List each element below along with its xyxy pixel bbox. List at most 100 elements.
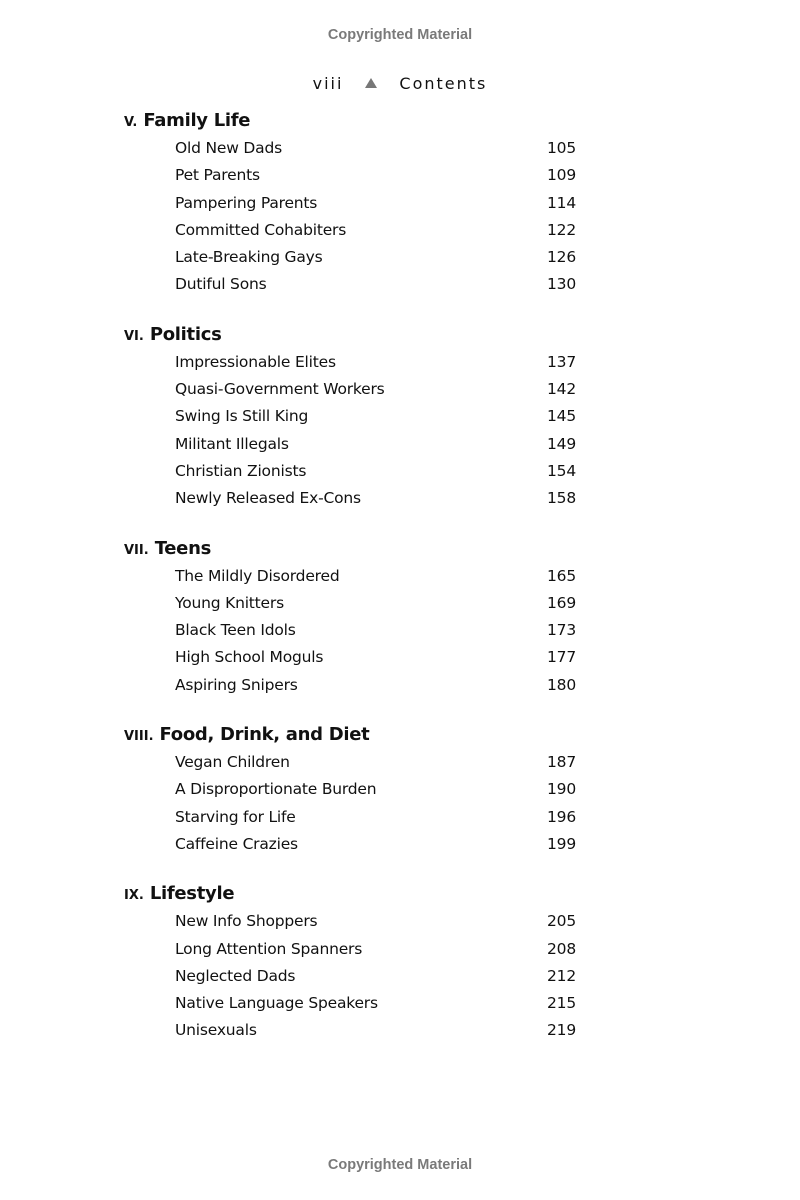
entry-page-number: 109 [547, 166, 576, 185]
running-head: viii Contents [0, 74, 800, 93]
toc-entry: Starving for Life 196 [124, 804, 576, 831]
section-heading: VI. Politics [124, 321, 576, 349]
page-number: viii [312, 74, 344, 93]
entry-page-number: 180 [547, 675, 576, 694]
entry-title: Old New Dads [175, 139, 282, 157]
entry-title: Starving for Life [175, 807, 296, 826]
toc-entry: The Mildly Disordered 165 [124, 563, 576, 590]
toc-entry: Caffeine Crazies 199 [124, 831, 576, 858]
entry-page-number: 165 [547, 566, 576, 585]
toc-entry: Pet Parents 109 [124, 162, 576, 189]
toc-entry: Unisexuals 219 [124, 1017, 576, 1044]
entry-title: New Info Shoppers [175, 912, 318, 931]
entry-title: Caffeine Crazies [175, 834, 298, 853]
triangle-up-icon [365, 78, 378, 88]
entry-title: Committed Cohabiters [175, 220, 347, 239]
table-of-contents: V. Family Life Old New Dads 105 Pet Parents 1… [124, 107, 576, 1067]
toc-entry: Newly Released Ex-Cons 158 [124, 485, 576, 512]
entry-page-number: 149 [547, 434, 576, 453]
toc-entry: Committed Cohabiters 122 [124, 217, 576, 244]
running-head-title: Contents [399, 74, 488, 93]
entry-title: High School Moguls [175, 648, 324, 667]
toc-section: IX. Lifestyle New Info Shoppers 205 Long Att… [124, 880, 576, 1044]
entry-title: Christian Zionists [175, 461, 307, 480]
toc-section: VIII. Food, Drink, and Diet Vegan Children… [124, 721, 576, 858]
entry-title: Long Attention Spanners [175, 939, 363, 958]
entry-title: Impressionable Elites [175, 352, 336, 371]
copyright-watermark-bottom: Copyrighted Material [327, 1157, 473, 1173]
toc-entry: Old New Dads 105 [124, 135, 576, 162]
entry-title: Late-Breaking Gays [175, 248, 323, 267]
toc-entry: Aspiring Snipers 180 [124, 672, 576, 699]
entry-page-number: 126 [547, 248, 576, 267]
entry-page-number: 215 [547, 994, 576, 1013]
entry-page-number: 208 [547, 939, 576, 958]
toc-entry: New Info Shoppers 205 [124, 908, 576, 935]
entry-title: The Mildly Disordered [175, 566, 340, 585]
section-title: Lifestyle [149, 883, 235, 905]
entry-page-number: 130 [547, 275, 576, 294]
entry-page-number: 196 [547, 807, 576, 826]
section-number: VII. [124, 542, 149, 558]
entry-page-number: 173 [547, 621, 576, 640]
entry-page-number: 187 [547, 753, 576, 772]
toc-entry: Impressionable Elites 137 [124, 349, 576, 376]
entry-title: Vegan Children [175, 753, 290, 772]
entry-title: A Disproportionate Burden [175, 780, 377, 799]
section-number: VIII. [124, 729, 154, 745]
entry-title: Aspiring Snipers [175, 675, 298, 694]
toc-entry: Christian Zionists 154 [124, 458, 576, 485]
entry-page-number: 137 [547, 352, 576, 371]
section-number: VI. [124, 328, 144, 344]
entry-title: Native Language Speakers [175, 994, 378, 1013]
toc-section: VI. Politics Impressionable Elites 137 Quasi… [124, 321, 576, 513]
entry-page-number: 169 [547, 593, 576, 612]
entry-page-number: 145 [547, 407, 576, 426]
entry-page-number: 114 [547, 193, 576, 212]
entry-title: Pet Parents [175, 166, 260, 185]
section-title: Food, Drink, and Diet [159, 724, 370, 746]
section-heading: VIII. Food, Drink, and Diet [124, 721, 576, 749]
section-title: Politics [149, 323, 222, 345]
toc-entry: Pampering Parents 114 [124, 190, 576, 217]
section-title: Teens [154, 537, 212, 559]
entry-title: Unisexuals [175, 1021, 257, 1040]
toc-entry: Neglected Dads 212 [124, 963, 576, 990]
toc-entry: Black Teen Idols 173 [124, 617, 576, 644]
section-number: V. [124, 115, 138, 130]
entry-title: Neglected Dads [175, 966, 296, 985]
entry-page-number: 212 [547, 966, 576, 985]
toc-entry: Swing Is Still King 145 [124, 403, 576, 430]
toc-entry: Late-Breaking Gays 126 [124, 244, 576, 271]
entry-page-number: 122 [547, 220, 576, 239]
entry-page-number: 205 [547, 912, 576, 931]
section-number: IX. [124, 888, 144, 904]
entry-title: Militant Illegals [175, 434, 289, 453]
toc-entry: Dutiful Sons 130 [124, 271, 576, 298]
entry-page-number: 154 [547, 461, 576, 480]
toc-entry: High School Moguls 177 [124, 644, 576, 671]
section-title: Family Life [143, 110, 251, 131]
entry-title: Newly Released Ex-Cons [175, 489, 361, 508]
entry-page-number: 177 [547, 648, 576, 667]
toc-entry: Long Attention Spanners 208 [124, 936, 576, 963]
toc-entry: Native Language Speakers 215 [124, 990, 576, 1017]
entry-title: Young Knitters [175, 593, 284, 612]
toc-entry: Young Knitters 169 [124, 590, 576, 617]
copyright-watermark-top: Copyrighted Material [327, 27, 473, 43]
entry-title: Dutiful Sons [175, 275, 267, 294]
entry-title: Quasi-Government Workers [175, 380, 385, 399]
entry-title: Swing Is Still King [175, 407, 309, 426]
entry-page-number: 158 [547, 489, 576, 508]
toc-entry: A Disproportionate Burden 190 [124, 776, 576, 803]
toc-entry: Quasi-Government Workers 142 [124, 376, 576, 403]
toc-section: V. Family Life Old New Dads 105 Pet Parents 1… [124, 107, 576, 299]
entry-page-number: 190 [547, 780, 576, 799]
section-heading: VII. Teens [124, 535, 576, 563]
section-heading: IX. Lifestyle [124, 880, 576, 908]
entry-page-number: 219 [547, 1021, 576, 1040]
toc-entry: Vegan Children 187 [124, 749, 576, 776]
toc-entry: Militant Illegals 149 [124, 431, 576, 458]
entry-page-number: 142 [547, 380, 576, 399]
entry-page-number: 199 [547, 834, 576, 853]
